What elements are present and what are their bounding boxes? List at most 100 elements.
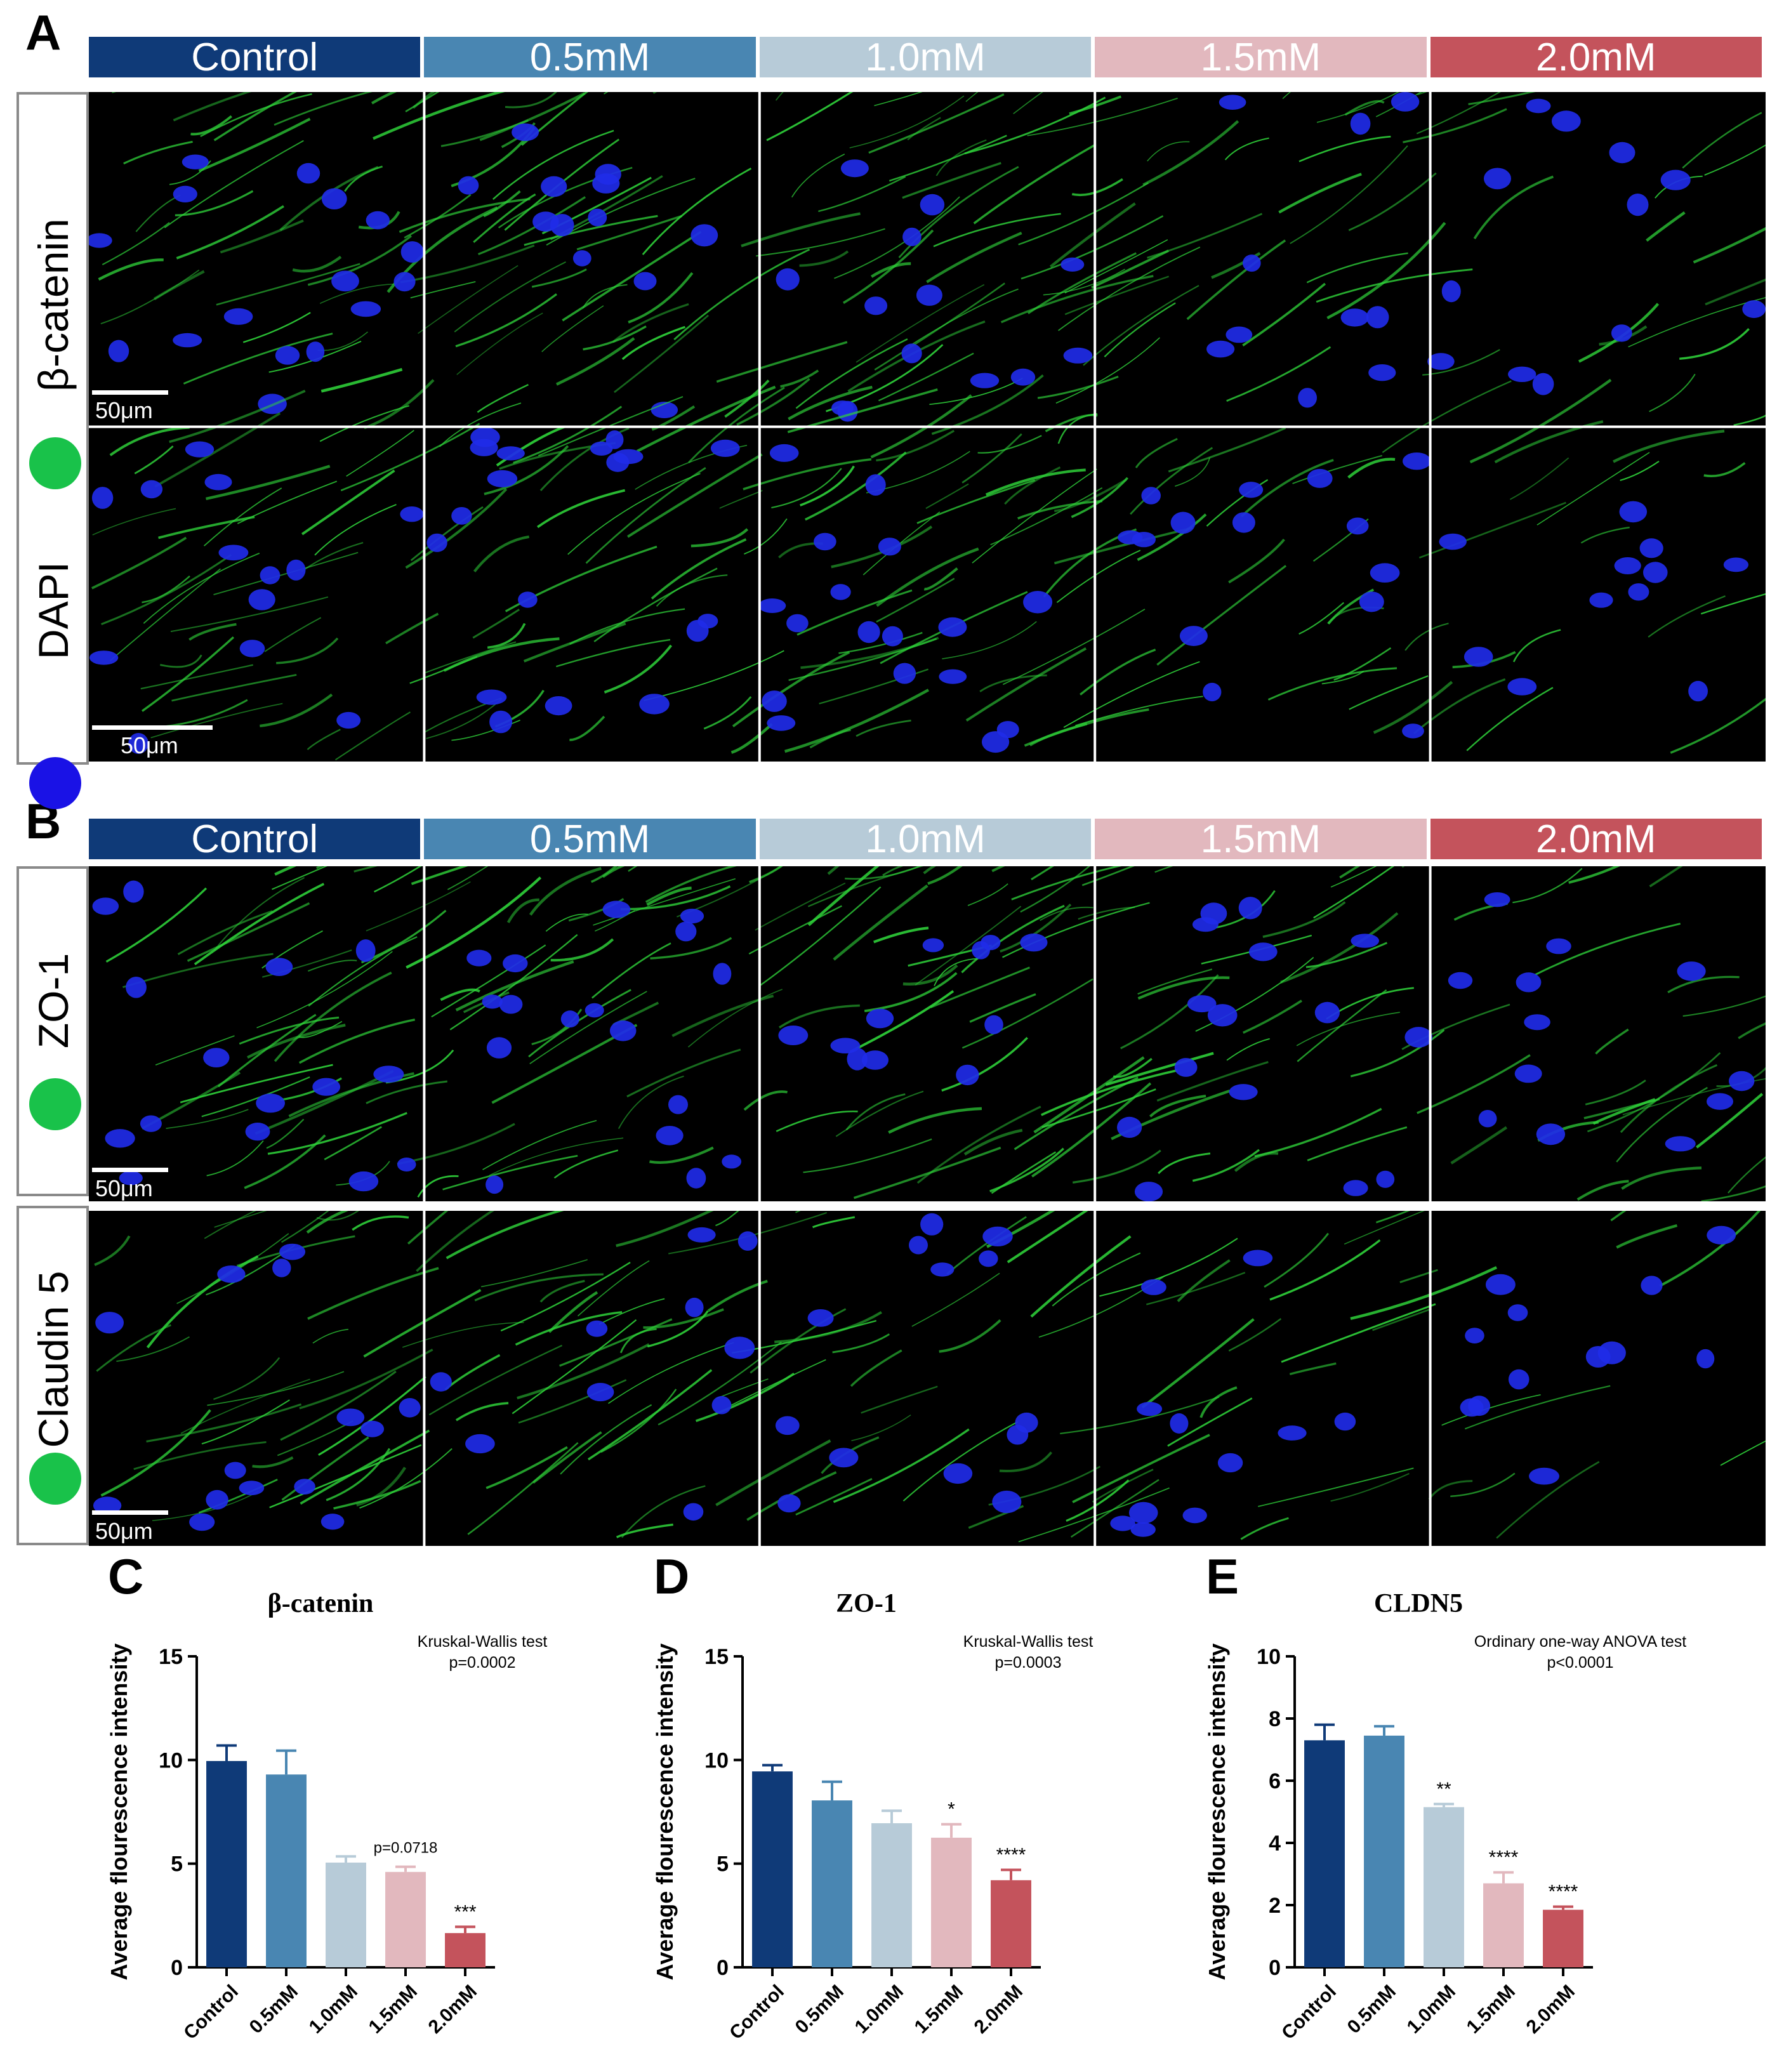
- y-tick-label: 15: [159, 1645, 183, 1669]
- significance-label-4: ****: [1549, 1881, 1578, 1902]
- bar-chart-zo1: ZO-1 Kruskal-Wallis test p=0.0003 Average f…: [635, 1580, 1130, 2069]
- y-tick-label: 0: [171, 1956, 183, 1980]
- y-tick-label: 2: [1269, 1894, 1281, 1918]
- x-tick-label: Control: [180, 1981, 242, 2044]
- group-header-0: Control: [89, 817, 421, 861]
- bar-1: [812, 1800, 852, 1967]
- stat-test-name: Kruskal-Wallis test: [963, 1633, 1094, 1651]
- bar-2: [1424, 1807, 1464, 1967]
- bar-chart-beta-catenin: β-catenin Kruskal-Wallis test p=0.0002 Aver…: [89, 1580, 584, 2069]
- y-tick-label: 10: [1257, 1645, 1281, 1669]
- bar-0: [752, 1771, 793, 1967]
- panel-b-zo1-micrograph-row: [89, 866, 1766, 1201]
- group-header-0: Control: [89, 36, 421, 79]
- bar-chart-cldn5: CLDN5 Ordinary one-way ANOVA test p<0.0001…: [1187, 1580, 1695, 2069]
- x-tick-label: 0.5mM: [246, 1981, 302, 2038]
- x-tick-label: 1.5mM: [1463, 1981, 1519, 2038]
- y-tick-label: 8: [1269, 1707, 1281, 1731]
- scale-bar-label: 50μm: [95, 1518, 153, 1544]
- scale-bar-label: 50μm: [95, 1175, 153, 1201]
- stat-test-p: p=0.0003: [995, 1654, 1062, 1672]
- bar-1: [266, 1774, 307, 1967]
- x-tick-label: 2.0mM: [425, 1981, 481, 2038]
- y-tick-label: 5: [717, 1852, 729, 1877]
- significance-label-4: ****: [996, 1844, 1026, 1865]
- panel-b-row-label-box-zo1: ZO-1: [17, 866, 89, 1196]
- bar-3: [931, 1837, 972, 1967]
- scale-bar: [92, 1168, 168, 1172]
- green-channel-dot: [29, 1078, 81, 1130]
- y-tick-label: 0: [717, 1956, 729, 1980]
- y-axis-label: Average flourescence intensity: [1204, 1644, 1230, 1981]
- x-tick-label: 1.5mM: [365, 1981, 421, 2038]
- y-axis-label: Average flourescence intensity: [106, 1644, 132, 1981]
- x-tick-label: 0.5mM: [791, 1981, 848, 2038]
- x-tick-label: Control: [1278, 1981, 1340, 2044]
- group-header-2: 1.0mM: [759, 36, 1092, 79]
- bar-4: [445, 1933, 486, 1967]
- bar-0: [1304, 1740, 1345, 1967]
- group-header-4: 2.0mM: [1430, 36, 1762, 79]
- panel-a-micrograph-grid: [89, 92, 1766, 762]
- scale-bar: [92, 725, 213, 730]
- panel-b-row-label-box-claudin5: Claudin 5: [17, 1206, 89, 1545]
- scale-bar-label: 50μm: [95, 397, 153, 423]
- row-label-zo1: ZO-1: [30, 953, 77, 1049]
- significance-label-3: p=0.0718: [374, 1840, 438, 1857]
- y-axis-label: Average flourescence intensity: [652, 1644, 678, 1981]
- x-tick-label: 0.5mM: [1344, 1981, 1400, 2038]
- significance-label-2: **: [1436, 1779, 1451, 1800]
- group-header-4: 2.0mM: [1430, 817, 1762, 861]
- stat-test-p: p=0.0002: [449, 1654, 516, 1672]
- group-header-1: 0.5mM: [424, 817, 756, 861]
- x-tick-label: 1.0mM: [1403, 1981, 1460, 2038]
- group-header-3: 1.5mM: [1095, 36, 1427, 79]
- row-label-beta-catenin: β-catenin: [30, 218, 77, 392]
- significance-label-3: ****: [1489, 1847, 1519, 1868]
- scale-bar: [92, 390, 168, 395]
- significance-label-3: *: [948, 1799, 955, 1820]
- green-channel-dot: [29, 1453, 81, 1505]
- y-tick-label: 10: [704, 1748, 729, 1772]
- bar-0: [206, 1760, 247, 1967]
- significance-label-4: ***: [454, 1901, 476, 1922]
- bar-3: [1483, 1883, 1524, 1967]
- panel-letter-e: E: [1206, 1548, 1239, 1604]
- group-header-2: 1.0mM: [759, 817, 1092, 861]
- x-tick-label: 1.0mM: [851, 1981, 908, 2038]
- bar-1: [1364, 1735, 1404, 1967]
- stat-test-name: Ordinary one-way ANOVA test: [1474, 1633, 1686, 1651]
- x-tick-label: 2.0mM: [970, 1981, 1027, 2038]
- bar-2: [871, 1823, 912, 1967]
- x-tick-label: 1.0mM: [305, 1981, 362, 2038]
- panel-letter-a: A: [25, 4, 62, 60]
- chart-title: β-catenin: [268, 1589, 374, 1618]
- bar-4: [1543, 1910, 1583, 1967]
- row-label-claudin5: Claudin 5: [30, 1270, 77, 1448]
- y-tick-label: 10: [159, 1748, 183, 1772]
- scale-bar: [92, 1510, 168, 1515]
- group-header-3: 1.5mM: [1095, 817, 1427, 861]
- y-tick-label: 0: [1269, 1956, 1281, 1980]
- y-tick-label: 4: [1269, 1831, 1281, 1856]
- bar-2: [326, 1863, 366, 1967]
- chart-title: CLDN5: [1374, 1589, 1463, 1618]
- group-header-1: 0.5mM: [424, 36, 756, 79]
- row-label-dapi: DAPI: [30, 561, 77, 660]
- panel-a-row-label-box: β-catenin DAPI: [17, 92, 89, 809]
- x-tick-label: 2.0mM: [1523, 1981, 1579, 2038]
- chart-title: ZO-1: [836, 1589, 897, 1618]
- bar-4: [991, 1880, 1031, 1967]
- green-channel-dot: [29, 437, 81, 489]
- y-tick-label: 15: [704, 1645, 729, 1669]
- panel-letter-d: D: [654, 1548, 690, 1604]
- panel-letter-c: C: [108, 1548, 144, 1604]
- scale-bar-label: 50μm: [121, 732, 178, 758]
- blue-channel-dot: [29, 757, 81, 809]
- panel-b-claudin5-micrograph-row: [89, 1211, 1766, 1546]
- y-tick-label: 5: [171, 1852, 183, 1877]
- y-tick-label: 6: [1269, 1769, 1281, 1793]
- x-tick-label: 1.5mM: [911, 1981, 967, 2038]
- stat-test-name: Kruskal-Wallis test: [418, 1633, 548, 1651]
- bar-3: [385, 1871, 426, 1967]
